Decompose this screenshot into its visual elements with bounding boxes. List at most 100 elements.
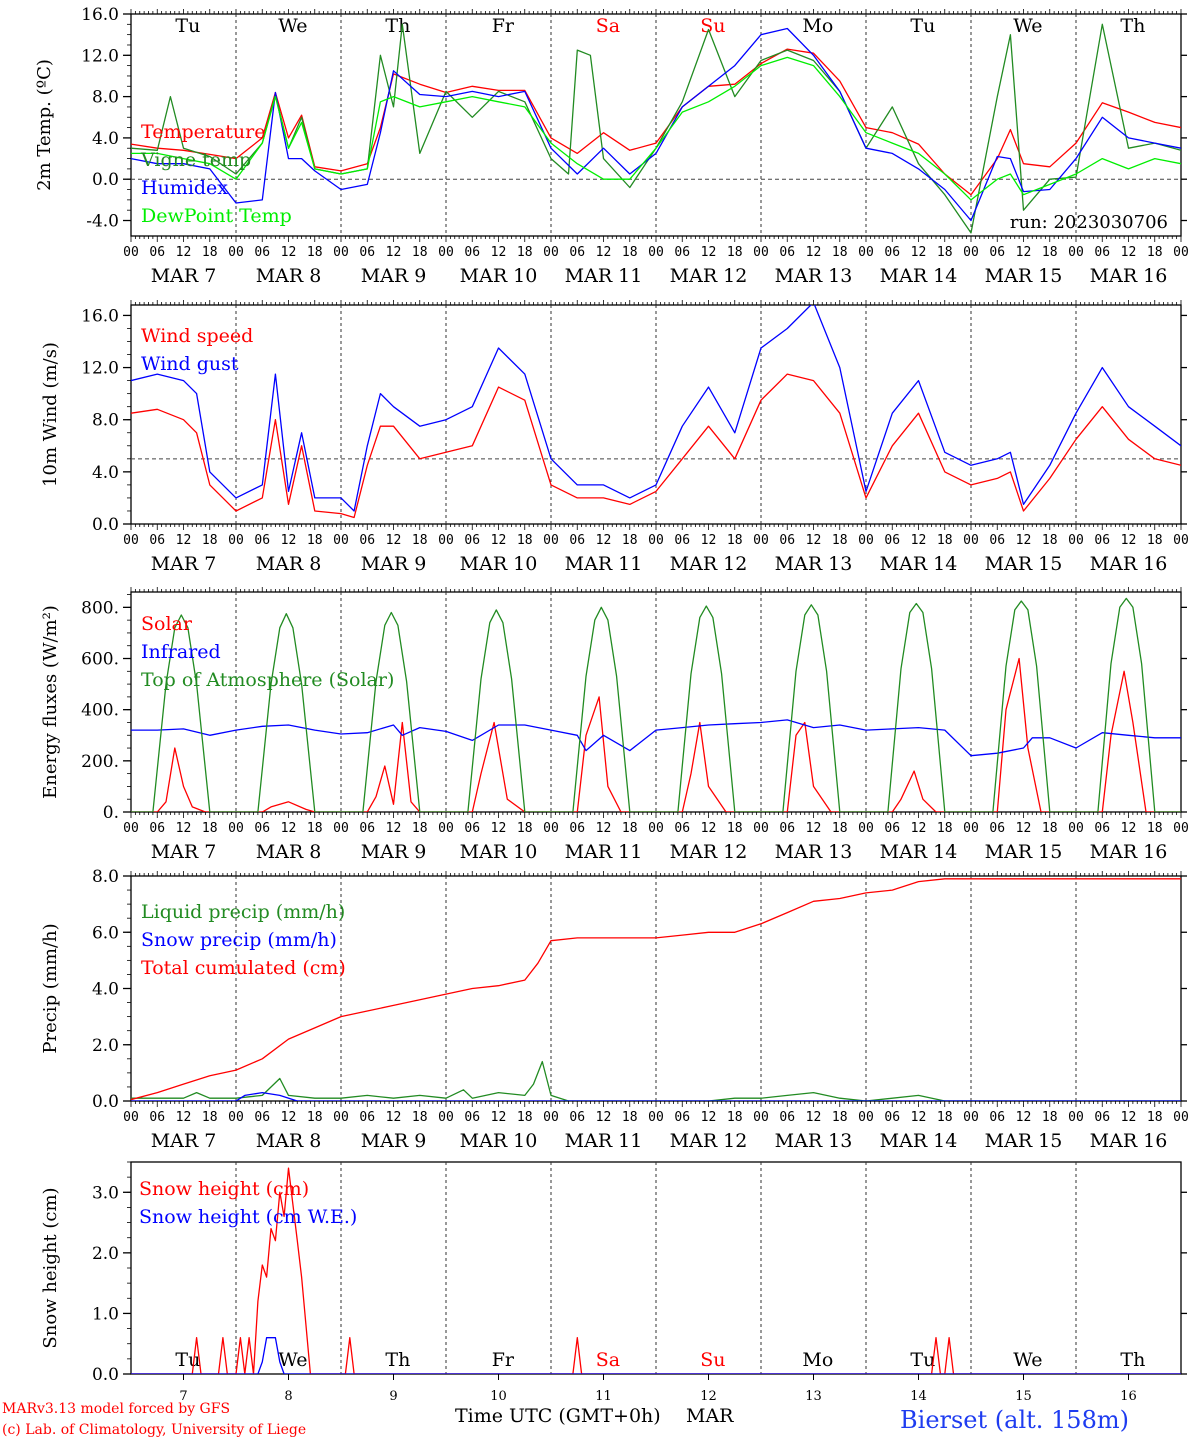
hour-tick-label: 00 — [1068, 821, 1084, 836]
hour-tick-label: 06 — [359, 1110, 375, 1125]
hour-tick-label: 12 — [491, 533, 507, 548]
weekday-label: Tu — [175, 15, 200, 37]
hour-tick-label: 18 — [832, 821, 848, 836]
hour-tick-label: 18 — [307, 533, 323, 548]
day-label: MAR 16 — [1090, 265, 1168, 287]
legend-entry: Snow height (cm W.E.) — [139, 1206, 357, 1228]
hour-tick-label: 18 — [937, 533, 953, 548]
day-number-label: 10 — [490, 1389, 507, 1404]
y-tick-label: 800. — [81, 598, 119, 618]
y-axis-title: 10m Wind (m/s) — [40, 342, 61, 487]
hour-tick-label: 06 — [254, 1110, 270, 1125]
hour-tick-label: 18 — [517, 1110, 533, 1125]
hour-tick-label: 18 — [1147, 245, 1163, 260]
hour-tick-label: 18 — [727, 1110, 743, 1125]
series-snow-height-cm-w-e- — [131, 1337, 1181, 1374]
series-infrared — [131, 719, 1181, 757]
hour-tick-label: 00 — [1068, 533, 1084, 548]
y-axis-title: 2m Temp. (ºC) — [34, 59, 55, 191]
hour-tick-label: 00 — [228, 1110, 244, 1125]
hour-tick-label: 12 — [176, 533, 192, 548]
y-tick-label: 200. — [81, 752, 119, 772]
hour-tick-label: 12 — [911, 533, 927, 548]
hour-tick-label: 06 — [989, 1110, 1005, 1125]
hour-tick-label: 18 — [727, 821, 743, 836]
hour-tick-label: 06 — [464, 533, 480, 548]
day-label: MAR 9 — [361, 265, 427, 287]
hour-tick-label: 00 — [1068, 245, 1084, 260]
day-number-label: 9 — [389, 1389, 397, 1404]
y-tick-label: 4.0 — [92, 980, 119, 1000]
day-label: MAR 9 — [361, 1130, 427, 1152]
y-tick-label: 4.0 — [92, 463, 119, 483]
credits-line-1: MARv3.13 model forced by GFS — [2, 1401, 230, 1417]
hour-tick-label: 06 — [464, 1110, 480, 1125]
legend-entry: DewPoint Temp — [141, 205, 292, 227]
day-label: MAR 14 — [880, 553, 958, 575]
hour-tick-label: 12 — [806, 245, 822, 260]
weekday-label: Th — [385, 15, 410, 37]
day-label: MAR 9 — [361, 553, 427, 575]
hour-tick-label: 12 — [701, 533, 717, 548]
hour-tick-label: 00 — [858, 821, 874, 836]
y-tick-label: 0.0 — [92, 1092, 119, 1112]
weekday-label: Fr — [492, 15, 515, 37]
y-tick-label: 0. — [103, 803, 119, 823]
hour-tick-label: 00 — [963, 1110, 979, 1125]
meteogram-panels: -4.0 0.0 4.0 8.0 12.0 16.0 2m Temp. (ºC) 00 06 12… — [34, 5, 1189, 1404]
day-label: MAR 14 — [880, 841, 958, 863]
hour-tick-label: 06 — [884, 821, 900, 836]
run-label: run: 2023030706 — [1010, 212, 1168, 233]
day-label: MAR 11 — [565, 265, 643, 287]
hour-tick-label: 06 — [674, 821, 690, 836]
hour-tick-label: 12 — [1121, 533, 1137, 548]
day-number-label: 13 — [805, 1389, 822, 1404]
hour-tick-label: 00 — [1173, 245, 1189, 260]
hour-tick-label: 00 — [543, 533, 559, 548]
hour-tick-label: 18 — [937, 245, 953, 260]
hour-tick-label: 00 — [438, 1110, 454, 1125]
hour-tick-label: 12 — [1121, 1110, 1137, 1125]
day-label: MAR 12 — [670, 265, 748, 287]
panel-3: 0. 200. 400. 600. 800. Energy fluxes (W/m²) 00… — [40, 587, 1189, 863]
day-number-label: 15 — [1015, 1389, 1032, 1404]
hour-tick-label: 18 — [622, 1110, 638, 1125]
series-solar — [131, 657, 1181, 812]
day-number-label: 8 — [284, 1389, 292, 1404]
hour-tick-label: 00 — [123, 821, 139, 836]
legend-entry: Wind speed — [141, 325, 253, 347]
legend-entry: Liquid precip (mm/h) — [141, 901, 345, 923]
hour-tick-label: 12 — [1016, 1110, 1032, 1125]
hour-tick-label: 00 — [648, 1110, 664, 1125]
hour-tick-label: 18 — [412, 821, 428, 836]
panel-4: 0.0 2.0 4.0 6.0 8.0 Precip (mm/h) 00 06 12 18 00 06… — [40, 867, 1189, 1152]
day-label: MAR 10 — [460, 553, 538, 575]
hour-tick-label: 00 — [543, 821, 559, 836]
hour-tick-label: 00 — [123, 1110, 139, 1125]
hour-tick-label: 06 — [254, 821, 270, 836]
hour-tick-label: 00 — [543, 245, 559, 260]
hour-tick-label: 12 — [386, 821, 402, 836]
hour-tick-label: 06 — [884, 533, 900, 548]
hour-tick-label: 18 — [727, 533, 743, 548]
y-tick-label: 0.0 — [92, 1365, 119, 1385]
day-label: MAR 7 — [151, 553, 217, 575]
weekday-label: Tu — [175, 1349, 200, 1371]
hour-tick-label: 06 — [989, 533, 1005, 548]
day-label: MAR 13 — [775, 553, 853, 575]
day-label: MAR 14 — [880, 1130, 958, 1152]
day-number-label: 7 — [179, 1389, 187, 1404]
hour-tick-label: 00 — [858, 245, 874, 260]
hour-tick-label: 18 — [622, 821, 638, 836]
weekday-label: Su — [700, 15, 725, 37]
hour-tick-label: 18 — [412, 1110, 428, 1125]
hour-tick-label: 12 — [491, 245, 507, 260]
legend-entry: Vigne temp — [140, 149, 251, 171]
hour-tick-label: 12 — [491, 821, 507, 836]
hour-tick-label: 06 — [884, 1110, 900, 1125]
weekday-label: Th — [1120, 15, 1145, 37]
day-label: MAR 13 — [775, 841, 853, 863]
hour-tick-label: 00 — [228, 533, 244, 548]
hour-tick-label: 12 — [176, 821, 192, 836]
hour-tick-label: 18 — [727, 245, 743, 260]
